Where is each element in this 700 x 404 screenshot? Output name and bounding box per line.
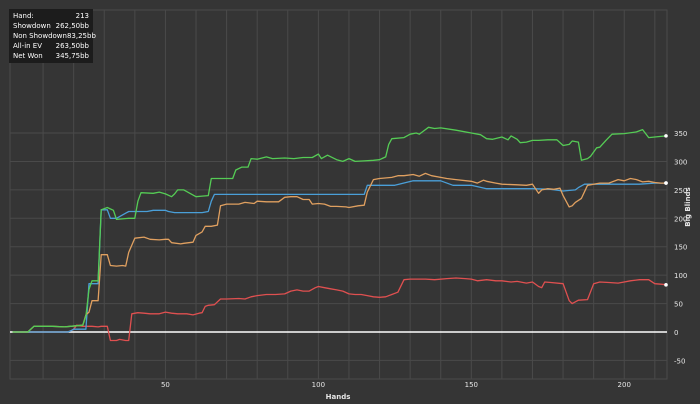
stat-row-allin-ev: All-in EV 263,50bb [13,41,89,51]
x-tick-label: 200 [618,381,631,389]
x-tick-label: 150 [465,381,478,389]
stat-value: 83,25bb [66,32,96,40]
series-line [12,180,668,333]
y-tick-label: 300 [674,158,687,166]
stat-value: 345,75bb [55,52,89,60]
series-end-marker [664,134,668,138]
stat-label: Non Showdown [13,32,67,40]
y-tick-label: 350 [674,130,687,138]
y-tick-label: 0 [674,329,678,337]
series-line [12,172,668,333]
stats-panel: Hand: 213 Showdown 262,50bb Non Showdown 83… [9,9,96,63]
stat-label: Hand: [13,12,34,20]
stat-label: Showdown [13,22,51,30]
stat-row-showdown: Showdown 262,50bb [13,21,89,31]
y-tick-label: 100 [674,272,687,280]
y-tick-label: 250 [674,187,687,195]
y-tick-label: 50 [674,301,683,309]
y-tick-label: 200 [674,215,687,223]
series-end-marker [664,181,668,185]
stat-label: Net Won [13,52,43,60]
series-line [12,277,668,342]
stat-value: 263,50bb [55,42,89,50]
stat-row-non-showdown: Non Showdown 83,25bb [13,31,96,41]
stat-row-hand: Hand: 213 [13,11,89,21]
y-tick-label: -50 [674,357,685,365]
stat-row-net-won: Net Won 345,75bb [13,51,89,61]
plot-border [9,9,668,380]
series-line [12,126,668,333]
stat-value: 213 [75,12,89,20]
y-tick-label: 150 [674,244,687,252]
x-tick-label: 50 [161,381,170,389]
y-axis-title: Big Blinds [684,187,692,226]
stat-value: 262,50bb [55,22,89,30]
x-tick-label: 100 [312,381,325,389]
series-end-marker [664,283,668,287]
stat-label: All-in EV [13,42,43,50]
x-axis-title: Hands [326,393,351,401]
